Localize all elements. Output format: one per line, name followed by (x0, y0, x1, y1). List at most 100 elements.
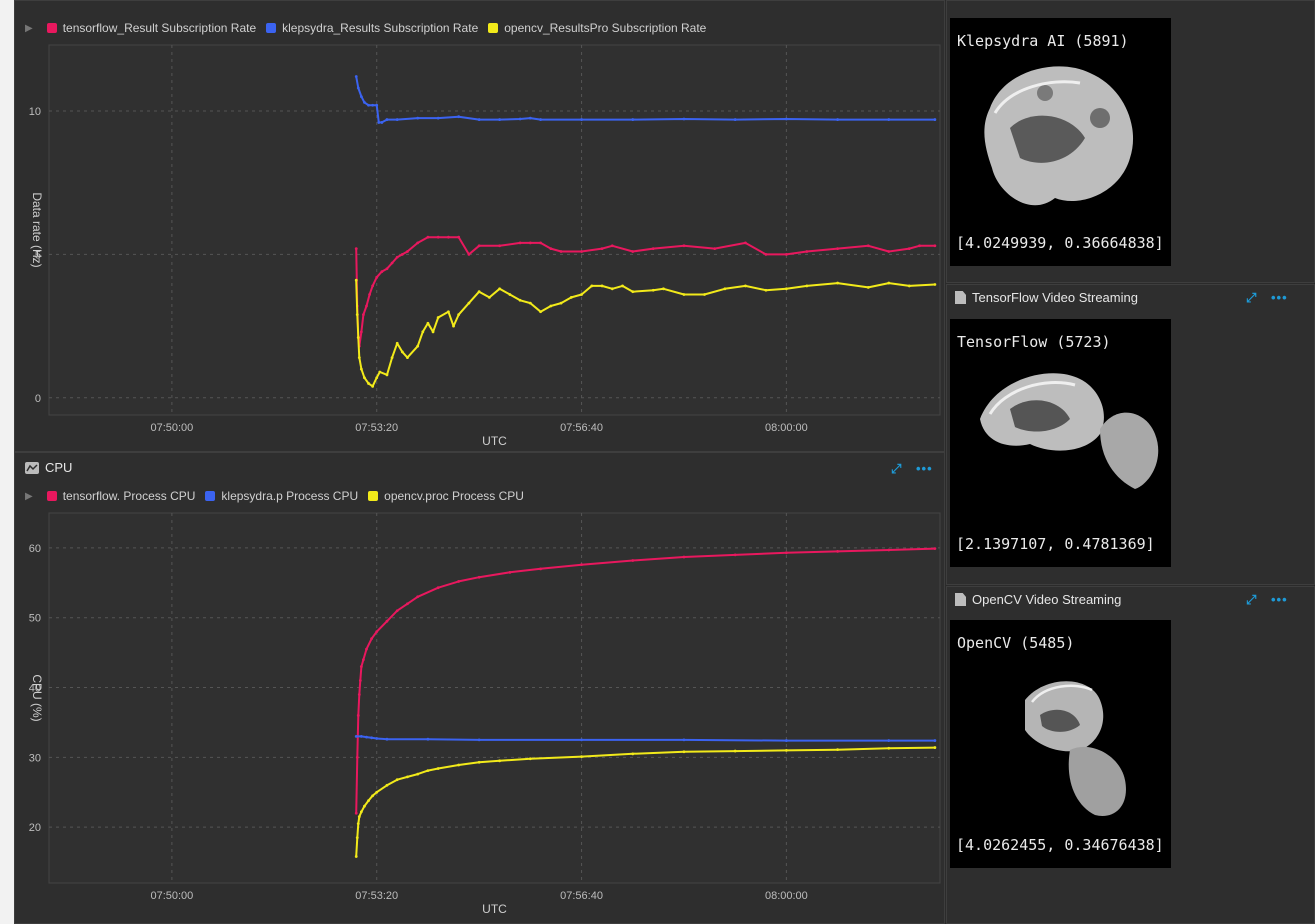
data-point (631, 559, 635, 562)
data-point (380, 270, 384, 273)
data-point (426, 235, 430, 239)
x-tick-label: 07:50:00 (150, 890, 193, 902)
opencv-video-header: OpenCV Video Streaming (955, 592, 1121, 607)
y-tick-label: 60 (29, 543, 41, 555)
legend-swatch-tensorflow (46, 23, 57, 33)
data-point (600, 247, 604, 251)
data-point (933, 746, 937, 749)
more-options-icon[interactable]: ••• (916, 461, 933, 476)
y-axis-label: CPU (%) (30, 674, 44, 721)
data-point (528, 116, 532, 120)
data-point (416, 241, 420, 245)
tensorflow-video-header: TensorFlow Video Streaming (955, 290, 1138, 305)
more-options-icon[interactable]: ••• (1271, 592, 1288, 607)
data-point (406, 250, 409, 253)
data-point (933, 244, 937, 248)
data-point (367, 103, 370, 107)
legend-swatch-klepsydra (266, 23, 277, 33)
expand-icon[interactable]: ⤢ (891, 461, 903, 476)
data-point (528, 757, 532, 761)
cpu-panel-header: CPU (25, 460, 72, 475)
data-point (651, 288, 655, 292)
data-point (590, 284, 594, 288)
data-point (498, 759, 502, 763)
data-point (406, 775, 409, 779)
y-tick-label: 10 (29, 106, 41, 118)
data-point (390, 261, 394, 265)
legend-swatch-tensorflow (46, 491, 57, 501)
data-point (569, 296, 573, 299)
data-point (662, 287, 665, 291)
data-point (682, 555, 686, 559)
data-point (887, 281, 891, 285)
data-point (477, 760, 481, 764)
data-point (354, 278, 358, 282)
data-point (498, 244, 502, 248)
data-point (784, 252, 788, 256)
data-point (436, 586, 440, 590)
data-point (539, 118, 542, 121)
cpu-panel: CPU ⤢ ••• ▶ tensorflow. Process CPU klep… (14, 452, 945, 924)
data-point (447, 310, 450, 314)
data-point (367, 799, 370, 803)
legend-label-klepsydra-rate[interactable]: klepsydra_Results Subscription Rate (282, 21, 479, 35)
legend-label-klepsydra-cpu[interactable]: klepsydra.p Process CPU (221, 489, 359, 503)
data-point (907, 247, 911, 251)
opencv-video-coords: [4.0262455, 0.34676438] (956, 836, 1164, 854)
data-point (887, 746, 891, 750)
data-point (371, 103, 375, 107)
y-tick-label: 50 (29, 613, 41, 625)
legend-label-tensorflow-rate[interactable]: tensorflow_Result Subscription Rate (62, 21, 257, 35)
more-options-icon[interactable]: ••• (1271, 290, 1288, 305)
data-point (580, 738, 583, 742)
data-point (385, 619, 389, 623)
klepsydra-video-panel: Klepsydra AI (5891) [4.0249939, 0.366648… (946, 0, 1315, 283)
legend-collapse-icon[interactable]: ▶ (25, 490, 33, 502)
data-point (359, 734, 363, 738)
tensorflow-video-panel: TensorFlow Video Streaming ⤢ ••• TensorF… (946, 284, 1315, 585)
opencv-video-title: OpenCV (5485) (957, 634, 1075, 652)
data-point (518, 241, 522, 245)
data-point (933, 739, 937, 742)
data-point (918, 244, 921, 248)
legend-label-tensorflow-cpu[interactable]: tensorflow. Process CPU (62, 489, 196, 503)
legend-swatch-opencv (488, 23, 499, 33)
data-point (907, 284, 911, 288)
data-point (784, 739, 788, 742)
tensorflow-video-title: TensorFlow (5723) (957, 333, 1111, 351)
data-point (356, 822, 360, 826)
data-point (559, 250, 563, 253)
data-point (436, 235, 440, 239)
expand-icon[interactable]: ⤢ (1246, 290, 1258, 305)
data-point (887, 548, 891, 552)
data-point (836, 549, 839, 553)
klepsydra-video-title: Klepsydra AI (5891) (957, 32, 1129, 50)
data-point (406, 356, 409, 360)
legend-label-opencv-rate[interactable]: opencv_ResultsPro Subscription Rate (504, 21, 707, 35)
data-point (733, 118, 737, 121)
legend-collapse-icon[interactable]: ▶ (25, 22, 33, 34)
data-point (368, 293, 371, 296)
data-point (355, 836, 359, 840)
data-point (385, 267, 389, 271)
data-point (682, 750, 686, 754)
data-point (363, 100, 366, 104)
data-point (784, 748, 788, 752)
document-icon (955, 593, 966, 606)
data-point (426, 769, 430, 773)
data-point (380, 121, 384, 124)
data-point (784, 287, 788, 291)
data-point (733, 749, 737, 753)
cpu-panel-title: CPU (45, 460, 73, 475)
data-point (549, 247, 553, 251)
data-point (457, 313, 461, 317)
expand-icon[interactable]: ⤢ (1246, 592, 1258, 607)
legend-label-opencv-cpu[interactable]: opencv.proc Process CPU (384, 489, 524, 503)
data-point (452, 324, 455, 328)
x-tick-label: 08:00:00 (765, 890, 808, 902)
data-point (359, 810, 363, 814)
data-point (836, 247, 839, 251)
data-point (477, 290, 481, 294)
x-tick-label: 08:00:00 (765, 422, 808, 434)
data-point (805, 284, 809, 288)
